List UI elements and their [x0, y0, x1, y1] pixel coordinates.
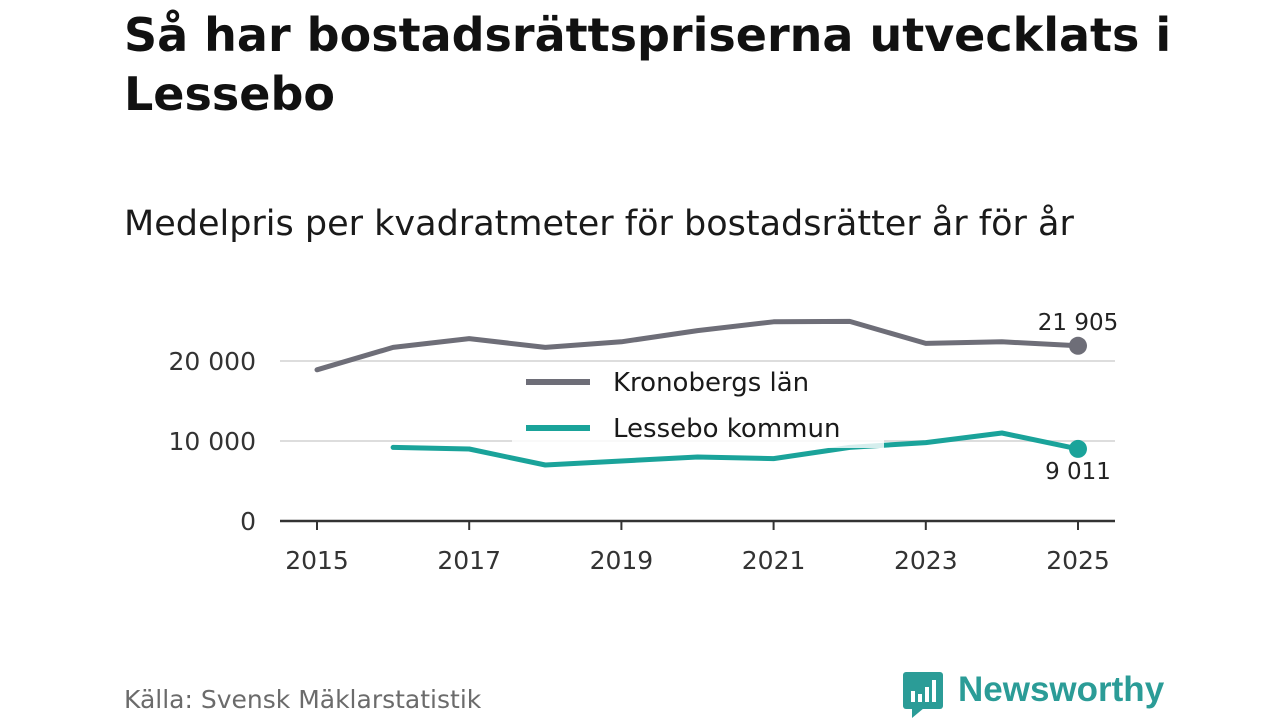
series-line-0 — [314, 318, 1081, 373]
series-line-1 — [390, 430, 1081, 468]
chart-subtitle: Medelpris per kvadratmeter för bostadsrä… — [124, 204, 1074, 244]
x-tick-label: 2019 — [590, 546, 654, 575]
chart-title: Så har bostadsrättspriserna utvecklats i… — [124, 8, 1172, 121]
line-chart: 0 10 000 20 000 2015 2017 2019 2021 2023 2025 21 … — [169, 310, 1119, 575]
x-tick-label: 2023 — [894, 546, 958, 575]
legend-label: Kronobergs län — [613, 368, 809, 398]
brand-name: Newsworthy — [958, 670, 1165, 709]
x-tick-label: 2015 — [285, 546, 349, 575]
source-note: Källa: Svensk Mäklarstatistik — [124, 685, 482, 714]
series-end-point — [1069, 439, 1087, 458]
end-value-label: 21 905 — [1038, 310, 1118, 336]
y-tick-label: 20 000 — [169, 347, 256, 376]
newsworthy-logo-icon — [903, 672, 943, 718]
x-tick-label: 2017 — [437, 546, 501, 575]
legend-box — [512, 362, 884, 448]
end-value-label: 9 011 — [1045, 459, 1111, 485]
legend-label: Lessebo kommun — [613, 414, 840, 444]
y-tick-label: 10 000 — [169, 427, 256, 456]
x-tick-label: 2021 — [742, 546, 806, 575]
series-end-point — [1069, 336, 1087, 355]
x-tick-label: 2025 — [1046, 546, 1110, 575]
y-tick-label: 0 — [240, 507, 256, 536]
